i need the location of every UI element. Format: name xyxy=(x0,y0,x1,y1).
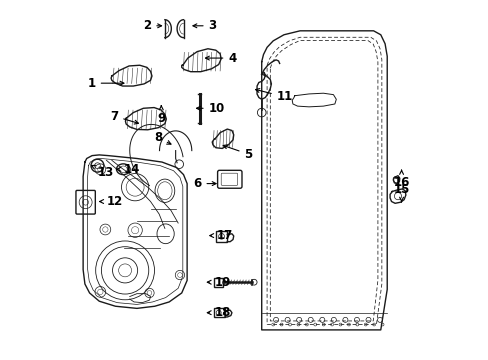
Text: 13: 13 xyxy=(91,165,114,179)
Text: 11: 11 xyxy=(255,89,292,103)
Text: 10: 10 xyxy=(196,102,224,115)
Text: 14: 14 xyxy=(117,163,140,176)
Text: 18: 18 xyxy=(207,306,231,319)
Text: 12: 12 xyxy=(100,195,122,208)
Text: 2: 2 xyxy=(143,19,161,32)
Text: 5: 5 xyxy=(223,145,252,161)
Text: 17: 17 xyxy=(209,229,233,242)
Text: 15: 15 xyxy=(392,183,409,202)
Text: 7: 7 xyxy=(110,110,138,124)
Text: 8: 8 xyxy=(153,131,171,144)
Text: 6: 6 xyxy=(193,177,216,190)
Text: 19: 19 xyxy=(207,276,231,289)
Text: 16: 16 xyxy=(392,170,409,189)
Text: 4: 4 xyxy=(205,51,236,64)
Text: 1: 1 xyxy=(87,77,123,90)
Text: 9: 9 xyxy=(157,106,165,125)
Text: 3: 3 xyxy=(193,19,216,32)
